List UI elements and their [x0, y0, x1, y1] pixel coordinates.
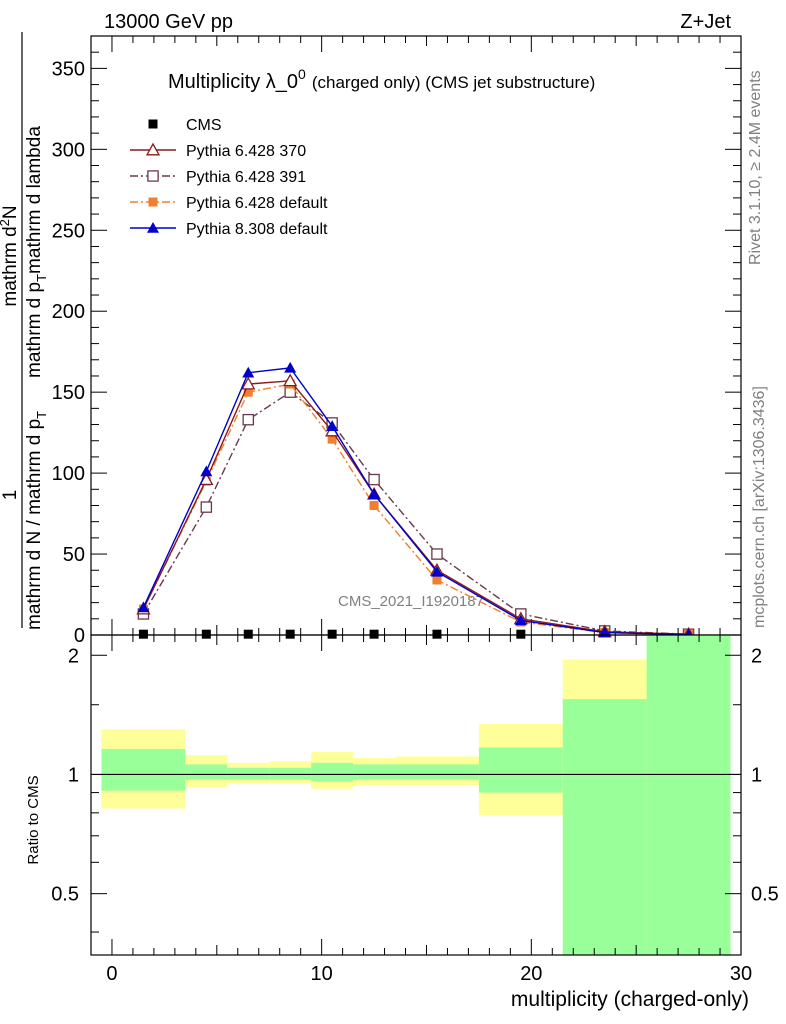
rivet-label: Rivet 3.1.10, ≥ 2.4M events: [747, 70, 764, 265]
header-right: Z+Jet: [680, 11, 731, 33]
ylabel-line1: mathrm d: [0, 226, 21, 306]
svg-text:mathrm d N / mathrm d pT: mathrm d N / mathrm d pT: [24, 411, 49, 630]
mcplots-label: mcplots.cern.ch [arXiv:1306.3436]: [751, 386, 768, 628]
ylabel-line2: mathrm d p: [24, 282, 45, 378]
legend: CMS Pythia 6.428 370 Pythia 6.428 391 Pythi…: [130, 117, 328, 238]
ylabel-sup2: 2: [0, 219, 12, 226]
ratio-green-band-8: [562, 699, 647, 955]
ratio-plot-area: 0 10 20 30 0.5 0.5 1 1 2 2: [51, 634, 779, 985]
point-cms: [327, 629, 337, 639]
title-subtitle: (charged only) (CMS jet substructure): [312, 73, 595, 92]
point-pythia-8-308-default: [326, 420, 339, 431]
title-sup: 0: [298, 66, 306, 82]
ylabel-line1b: N: [0, 205, 21, 219]
ratio-green-band-9: [646, 635, 731, 955]
ratio-green-band-2: [227, 767, 270, 780]
point-cms: [285, 629, 295, 639]
point-pythia-6-428-370: [241, 376, 256, 390]
point-pythia-8-308-default: [514, 614, 527, 626]
title-main: Multiplicity λ_0: [168, 71, 298, 93]
y-tick-label: 300: [52, 139, 85, 161]
ylabel-den-sub: T: [34, 411, 49, 419]
main-plot-area: 0 50 100 150 200 250 300 350: [52, 35, 742, 647]
y-tick-label: 100: [52, 463, 85, 485]
ratio-green-band-0: [101, 748, 186, 791]
point-pythia-8-308-default: [137, 601, 150, 613]
point-pythia-6-428-default: [327, 434, 337, 444]
legend-marker-pythia-8-308-default: [147, 222, 159, 233]
series-line-pythia-6-428-370: [142, 380, 689, 635]
x-tick-label: 30: [730, 963, 752, 985]
ratio-y-tick-label: 0.5: [51, 884, 79, 906]
ylabel-line2b: mathrm d lambda: [24, 126, 45, 274]
point-pythia-6-428-391: [242, 413, 255, 426]
point-pythia-8-308-default: [368, 488, 381, 499]
ratio-frame: [90, 634, 742, 956]
svg-text:mathrm d pTmathrm d lambda: mathrm d pTmathrm d lambda: [24, 126, 49, 378]
ratio-y-tick-label-right: 1: [751, 764, 762, 786]
legend-marker-pythia-6-428-370: [145, 142, 161, 156]
point-pythia-6-428-391: [200, 501, 213, 513]
point-cms: [138, 629, 148, 639]
point-pythia-8-308-default: [430, 565, 443, 577]
ratio-y-tick-label-right: 2: [751, 645, 762, 667]
x-tick-label: 10: [311, 963, 333, 985]
point-cms: [369, 629, 379, 639]
point-pythia-8-308-default: [242, 366, 255, 378]
point-pythia-8-308-default: [200, 465, 213, 477]
point-pythia-6-428-370: [283, 373, 298, 387]
y-tick-label: 200: [52, 301, 85, 323]
point-pythia-6-428-default: [243, 387, 253, 397]
legend-marker-cms: [148, 119, 158, 129]
ratio-green-band-7: [478, 747, 563, 793]
ratio-y-label: Ratio to CMS: [25, 775, 42, 864]
x-tick-label: 0: [106, 963, 117, 985]
ratio-y-tick-label: 2: [68, 645, 79, 667]
legend-marker-pythia-6-428-391: [147, 170, 159, 182]
point-pythia-6-428-default: [432, 575, 442, 585]
y-tick-label: 350: [52, 58, 85, 80]
ratio-green-band-3: [269, 767, 312, 780]
point-pythia-6-428-default: [369, 500, 379, 510]
y-tick-label: 50: [63, 544, 85, 566]
series-line-pythia-8-308-default: [142, 367, 689, 636]
point-pythia-6-428-391: [431, 548, 443, 560]
point-pythia-8-308-default: [284, 361, 297, 373]
chart-title: Multiplicity λ_00 (charged only) (CMS jet…: [168, 66, 595, 93]
legend-label-pythia-6-428-370: Pythia 6.428 370: [186, 143, 306, 160]
x-axis-label: multiplicity (charged-only): [511, 988, 749, 1011]
legend-label-pythia-6-428-391: Pythia 6.428 391: [186, 169, 306, 186]
ylabel-sub-t: T: [34, 274, 49, 282]
x-tick-label: 20: [520, 963, 542, 985]
ratio-green-band-6: [395, 764, 479, 780]
y-tick-label: 250: [52, 220, 85, 242]
ylabel-den: mathrm d N / mathrm d p: [24, 419, 45, 630]
point-cms: [201, 629, 211, 639]
ratio-green-band-4: [311, 762, 354, 782]
series-line-pythia-6-428-391: [142, 391, 689, 635]
point-cms: [432, 629, 442, 639]
legend-label-cms: CMS: [186, 117, 222, 134]
svg-text:mathrm d2N: mathrm d2N: [0, 205, 21, 306]
ratio-y-tick-label: 1: [68, 764, 79, 786]
ylabel-one: 1: [0, 490, 21, 501]
ratio-green-band-5: [353, 764, 396, 780]
legend-label-pythia-8-308-default: Pythia 8.308 default: [186, 221, 328, 238]
ratio-y-tick-label-right: 0.5: [751, 884, 779, 906]
point-cms: [516, 629, 526, 639]
y-tick-label: 0: [74, 625, 85, 647]
point-pythia-6-428-391: [368, 473, 380, 486]
header-left: 13000 GeV pp: [104, 11, 233, 33]
legend-label-pythia-6-428-default: Pythia 6.428 default: [186, 195, 328, 212]
legend-marker-pythia-6-428-default: [148, 197, 158, 207]
main-y-label: mathrm d N / mathrm d pT 1 mathrm d pTma…: [0, 32, 49, 630]
y-tick-label: 150: [52, 382, 85, 404]
watermark: CMS_2021_I1920187: [338, 593, 484, 610]
point-cms: [243, 629, 253, 639]
ratio-green-band-1: [185, 764, 228, 780]
